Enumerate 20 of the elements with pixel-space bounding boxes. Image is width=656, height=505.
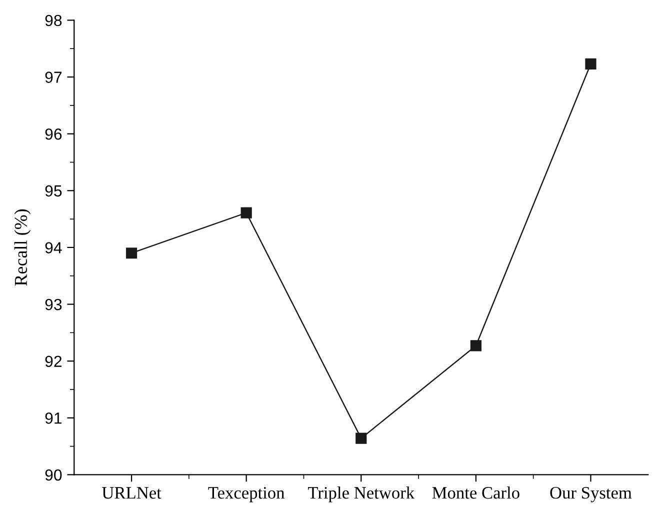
point bbox=[126, 248, 138, 259]
y-axis-title: Recall (%) bbox=[14, 209, 31, 286]
point bbox=[585, 58, 596, 70]
x-tick-label: Triple Network bbox=[308, 486, 415, 502]
x-tick-label: Texception bbox=[208, 487, 284, 502]
y-tick-label: 93 bbox=[45, 298, 62, 310]
x-tick-label: Our System bbox=[550, 487, 632, 502]
point bbox=[470, 340, 482, 352]
y-tick-label: 92 bbox=[45, 356, 62, 368]
y-tick-label: 96 bbox=[45, 128, 62, 140]
x-tick-label: URLNet bbox=[102, 487, 162, 499]
y-tick-label: 95 bbox=[45, 185, 62, 197]
point bbox=[356, 432, 367, 444]
y-tick-label: 94 bbox=[45, 242, 62, 254]
y-tick-label: 98 bbox=[45, 14, 62, 26]
x-tick-label: Monte Carlo bbox=[432, 486, 520, 499]
y-tick-label: 90 bbox=[45, 469, 62, 481]
y-tick-label: 97 bbox=[45, 72, 62, 83]
y-tick-label: 91 bbox=[45, 412, 62, 424]
point bbox=[240, 207, 252, 218]
